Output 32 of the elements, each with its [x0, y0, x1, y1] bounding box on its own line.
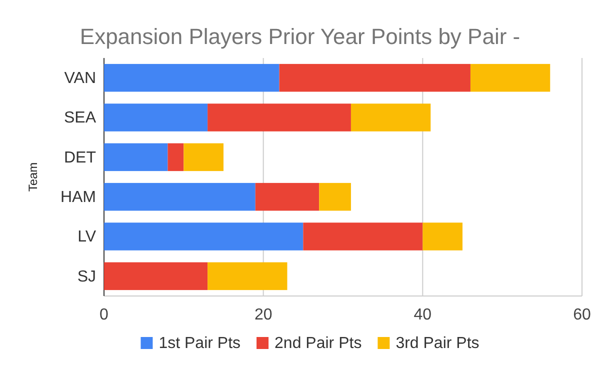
y-tick-label: LV	[78, 228, 96, 246]
y-tick-label: HAM	[60, 188, 96, 206]
bar	[104, 143, 168, 172]
y-axis-title: Team	[26, 162, 40, 192]
chart-title: Expansion Players Prior Year Points by Pair -	[80, 24, 520, 49]
bar	[184, 143, 224, 172]
x-tick-label: 60	[573, 306, 591, 324]
bar	[104, 222, 304, 250]
bar	[319, 182, 351, 211]
y-tick-label: SJ	[77, 268, 96, 286]
bar	[255, 182, 320, 211]
y-tick-label: SEA	[64, 110, 96, 127]
x-tick-label: 0	[100, 306, 109, 324]
y-tick-label: VAN	[64, 70, 96, 87]
bar	[470, 64, 550, 92]
legend-label: 2nd Pair Pts	[274, 335, 362, 352]
bar	[104, 64, 280, 92]
x-tick-label: 20	[254, 306, 272, 324]
bar	[422, 222, 462, 250]
legend-label: 1st Pair Pts	[158, 335, 241, 352]
bar	[104, 104, 208, 132]
bar	[208, 104, 351, 132]
bar	[208, 262, 288, 290]
bar	[168, 143, 184, 172]
bar	[104, 182, 256, 211]
x-tick-label: 40	[414, 306, 432, 324]
bar	[350, 104, 431, 132]
bar	[279, 64, 470, 92]
y-tick-label: DET	[64, 149, 96, 166]
bar	[303, 222, 423, 250]
bar	[104, 262, 208, 290]
legend-label: 3rd Pair Pts	[396, 335, 480, 352]
